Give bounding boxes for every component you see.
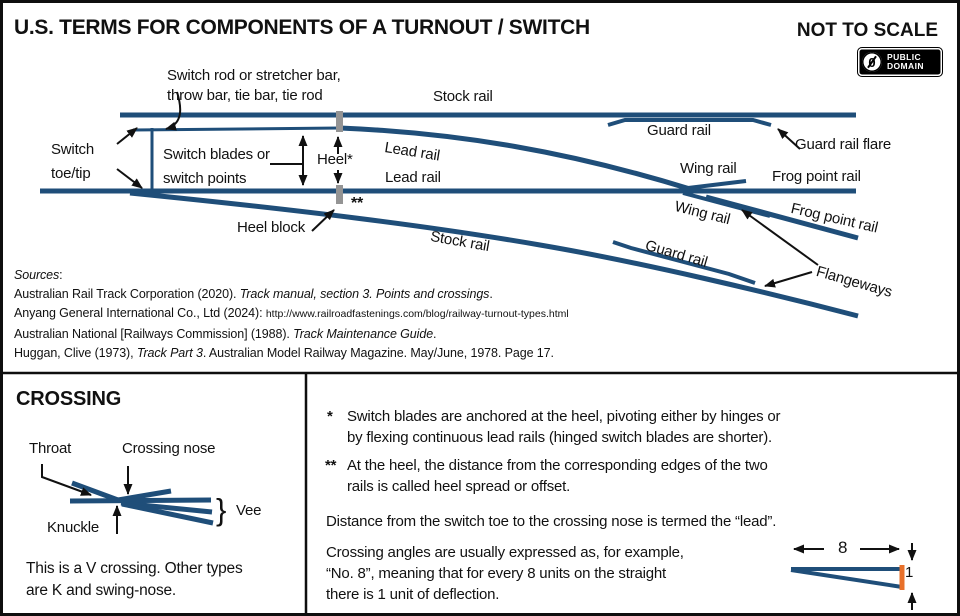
public-domain-badge: 0 PUBLIC DOMAIN bbox=[857, 47, 943, 77]
lower-guard-rail-path bbox=[612, 240, 756, 285]
source3-text: Australian National [Railways Commission… bbox=[14, 326, 294, 341]
sources-heading: Sources: bbox=[14, 266, 569, 285]
source-line-2: Anyang General International Co., Ltd (2… bbox=[14, 304, 569, 324]
angle-rise-value: 1 bbox=[905, 564, 914, 581]
switch-rod-label-line1: Switch rod or stretcher bar, bbox=[167, 67, 341, 84]
switch-blades-label-line1: Switch blades or bbox=[163, 146, 270, 163]
vee-rail-lower-path bbox=[121, 501, 214, 526]
note-hinge-line1: Switch blades are anchored at the heel, … bbox=[347, 408, 781, 425]
heel-spread-marker: ** bbox=[351, 195, 364, 212]
source1-title: Track manual, section 3. Points and cros… bbox=[239, 287, 490, 302]
upper-wing-rail-path bbox=[687, 179, 747, 190]
crossing-caption: This is a V crossing. Other types are K … bbox=[26, 558, 243, 602]
note-hinge-marker: * bbox=[327, 408, 333, 425]
flangeway-frog-arrow bbox=[741, 209, 819, 266]
frog-point-rail-upper-label: Frog point rail bbox=[772, 168, 861, 185]
switch-rod-label-line2: throw bar, tie bar, tie rod bbox=[167, 87, 323, 104]
source4-text: Huggan, Clive (1973), bbox=[14, 345, 137, 360]
note-hinge: * Switch blades are anchored at the heel… bbox=[327, 406, 781, 448]
upper-switch-blade-path bbox=[132, 126, 341, 132]
throw-bar-arrow bbox=[165, 91, 182, 131]
flangeway-guard-arrow bbox=[764, 271, 813, 288]
switch-toe-label-line1: Switch bbox=[51, 141, 94, 158]
source3-end: . bbox=[433, 326, 437, 341]
guard-rail-flare-label: Guard rail flare bbox=[795, 136, 892, 153]
upper-heel-block bbox=[336, 111, 343, 132]
heel-label: Heel* bbox=[317, 151, 353, 168]
turnout-arrows bbox=[116, 91, 819, 288]
source-line-3: Australian National [Railways Commission… bbox=[14, 325, 569, 344]
note-heel-spread-line1: At the heel, the distance from the corre… bbox=[347, 457, 768, 474]
crossing-nose-label: Crossing nose bbox=[122, 440, 216, 457]
crossing-rails bbox=[41, 464, 214, 534]
source-line-1: Australian Rail Track Corporation (2020)… bbox=[14, 285, 569, 304]
source-line-4: Huggan, Clive (1973), Track Part 3. Aust… bbox=[14, 344, 569, 363]
public-domain-badge-text: PUBLIC DOMAIN bbox=[887, 51, 924, 72]
knuckle-label: Knuckle bbox=[47, 519, 99, 536]
switch-blades-label: Switch blades or switch points bbox=[163, 143, 270, 191]
crossing-caption-line1: This is a V crossing. Other types bbox=[26, 560, 243, 577]
upper-guard-rail-path bbox=[607, 118, 772, 127]
note-heel-spread-marker: ** bbox=[325, 457, 337, 474]
switch-toe-label-line2: toe/tip bbox=[51, 165, 91, 182]
guard-rail-top-label: Guard rail bbox=[647, 122, 711, 139]
source4-title: Track Part 3 bbox=[136, 345, 203, 360]
note-crossing-angle-line1: Crossing angles are usually expressed as… bbox=[326, 544, 684, 561]
source1-text: Australian Rail Track Corporation (2020)… bbox=[14, 287, 240, 302]
sources-heading-colon: : bbox=[59, 268, 63, 282]
stock-rail-top-label: Stock rail bbox=[433, 88, 493, 105]
turnout-rails bbox=[40, 111, 859, 319]
note-crossing-angle-line2: “No. 8”, meaning that for every 8 units … bbox=[326, 565, 667, 582]
heel-block-label: Heel block bbox=[237, 219, 306, 236]
note-heel-spread: ** At the heel, the distance from the co… bbox=[325, 455, 768, 497]
sources-block: Sources: Australian Rail Track Corporati… bbox=[14, 266, 569, 363]
source1-end: . bbox=[489, 287, 493, 302]
crossing-caption-line2: are K and swing-nose. bbox=[26, 582, 177, 599]
source3-title: Track Maintenance Guide bbox=[293, 326, 434, 341]
page-title: U.S. TERMS FOR COMPONENTS OF A TURNOUT /… bbox=[14, 16, 590, 39]
diverging-frog-point-rail-path bbox=[705, 194, 859, 241]
angle-deflection-leg-path bbox=[790, 568, 903, 589]
vee-label: Vee bbox=[236, 502, 262, 519]
switch-rod-label: Switch rod or stretcher bar, throw bar, … bbox=[167, 66, 341, 106]
lead-rail-lower-label: Lead rail bbox=[385, 169, 441, 186]
public-domain-zero-icon: 0 bbox=[862, 52, 882, 72]
source2-text: Anyang General International Co., Ltd (2… bbox=[14, 306, 266, 321]
lower-heel-block bbox=[336, 185, 343, 204]
crossing-straight-rail-path bbox=[69, 497, 212, 504]
badge-line1: PUBLIC bbox=[887, 51, 922, 62]
note-crossing-angle-line3: there is 1 unit of deflection. bbox=[326, 586, 500, 603]
angle-run-value: 8 bbox=[838, 538, 848, 557]
curved-stock-rail-path bbox=[129, 190, 859, 319]
diverging-lead-rail-path bbox=[339, 125, 691, 192]
knuckle-rail-path bbox=[71, 480, 172, 503]
section-dividers bbox=[3, 371, 957, 613]
note-lead: Distance from the switch toe to the cros… bbox=[326, 513, 777, 530]
source4-end: . Australian Model Railway Magazine. May… bbox=[202, 345, 554, 360]
guard-rail-flare-arrow bbox=[777, 128, 801, 150]
sources-heading-word: Sources bbox=[14, 268, 60, 282]
switch-toe-label: Switch toe/tip bbox=[51, 138, 94, 186]
not-to-scale-note: NOT TO SCALE bbox=[796, 20, 938, 41]
angle-diagram bbox=[790, 543, 917, 610]
crossing-heading: CROSSING bbox=[16, 388, 122, 410]
note-crossing-angle: Crossing angles are usually expressed as… bbox=[326, 542, 684, 605]
wing-rail-upper-label: Wing rail bbox=[680, 160, 737, 177]
throat-arrow bbox=[41, 464, 92, 496]
toe-upper-arrow bbox=[116, 127, 138, 145]
source2-url: http://www.railroadfastenings.com/blog/r… bbox=[265, 308, 569, 321]
vee-brace: } bbox=[216, 492, 227, 527]
note-hinge-line2: by flexing continuous lead rails (hinged… bbox=[347, 429, 772, 446]
heel-block-arrow bbox=[311, 209, 335, 232]
toe-lower-arrow bbox=[116, 168, 143, 189]
throat-label: Throat bbox=[29, 440, 72, 457]
switch-blades-label-line2: switch points bbox=[163, 170, 247, 187]
badge-line2: DOMAIN bbox=[887, 61, 924, 71]
note-heel-spread-line2: rails is called heel spread or offset. bbox=[347, 478, 571, 495]
